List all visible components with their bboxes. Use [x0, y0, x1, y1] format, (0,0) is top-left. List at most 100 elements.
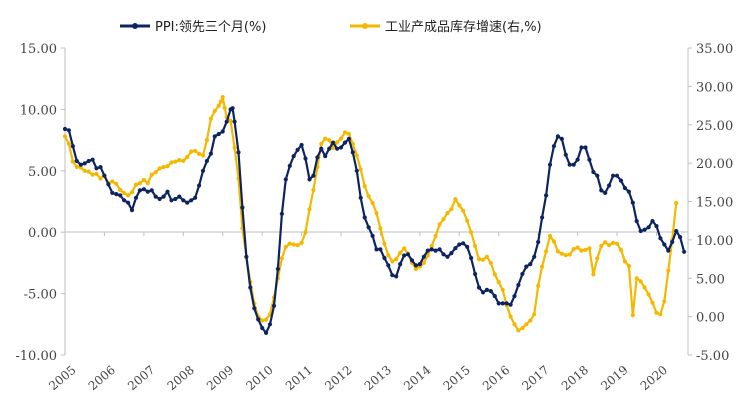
data-point-inventory: [607, 243, 612, 248]
right-tick-label: 30.00: [696, 80, 733, 95]
data-point-inventory: [599, 243, 604, 249]
data-point-inventory: [402, 246, 407, 251]
legend-item-ppi: PPI:领先三个月(%): [120, 20, 266, 35]
data-point-inventory: [66, 141, 71, 146]
right-tick-label: 0.00: [696, 311, 725, 326]
data-point-ppi: [599, 188, 604, 193]
data-point-inventory: [338, 136, 344, 141]
data-point-ppi: [323, 154, 328, 159]
data-point-ppi: [682, 249, 687, 254]
data-point-ppi: [551, 144, 557, 149]
data-point-inventory: [122, 191, 127, 196]
data-point-ppi: [603, 190, 608, 195]
data-point-ppi: [445, 254, 450, 259]
data-point-ppi: [626, 189, 632, 194]
axes: -10.00 -5.00 0.00 5.00 10.00 15.00 -5.00 0.00 5.…: [15, 42, 733, 393]
data-point-ppi: [429, 247, 434, 252]
x-tick-label: 2015: [441, 363, 473, 393]
data-point-inventory: [295, 243, 300, 248]
data-point-ppi: [512, 294, 517, 299]
data-point-ppi: [500, 301, 505, 306]
data-point-inventory: [437, 222, 442, 227]
data-point-inventory: [386, 253, 391, 258]
data-point-ppi: [181, 198, 186, 203]
data-point-ppi: [622, 185, 628, 191]
data-point-inventory: [634, 276, 639, 281]
data-point-ppi: [335, 146, 340, 151]
data-point-inventory: [476, 257, 482, 262]
data-point-ppi: [457, 242, 462, 247]
data-point-ppi: [153, 194, 158, 199]
data-point-ppi: [315, 155, 320, 160]
data-point-ppi: [189, 198, 194, 203]
data-point-inventory: [161, 164, 166, 170]
data-point-ppi: [126, 200, 131, 205]
data-point-ppi: [216, 131, 221, 137]
data-point-inventory: [457, 203, 462, 208]
data-point-inventory: [327, 138, 332, 143]
data-point-inventory: [311, 187, 316, 193]
data-point-inventory: [264, 317, 269, 322]
data-point-inventory: [98, 176, 103, 181]
data-point-ppi: [476, 285, 482, 290]
data-point-ppi: [587, 157, 592, 162]
data-point-ppi: [224, 119, 229, 124]
data-point-ppi: [571, 162, 576, 167]
data-point-inventory: [78, 165, 83, 170]
data-point-inventory: [197, 151, 202, 156]
data-point-inventory: [449, 207, 454, 212]
data-point-inventory: [169, 160, 174, 165]
data-point-inventory: [303, 230, 308, 235]
data-point-ppi: [508, 302, 513, 307]
series-line-ppi: [64, 107, 686, 334]
data-point-inventory: [181, 158, 186, 163]
data-point-inventory: [484, 254, 489, 259]
data-point-inventory: [90, 172, 95, 177]
data-point-ppi: [98, 165, 103, 170]
data-point-inventory: [618, 247, 624, 252]
data-point-ppi: [563, 152, 568, 157]
data-point-inventory: [662, 299, 667, 304]
data-point-inventory: [528, 318, 533, 323]
data-point-ppi: [220, 129, 225, 134]
data-point-inventory: [496, 280, 501, 285]
series-layer: [62, 95, 687, 335]
right-tick-label: 20.00: [696, 157, 733, 172]
data-point-inventory: [216, 103, 221, 108]
data-point-inventory: [445, 210, 450, 216]
data-point-ppi: [559, 136, 564, 141]
data-point-ppi: [212, 134, 217, 139]
data-point-ppi: [528, 262, 533, 267]
legend-item-inventory: 工业产成品库存增速(右,%): [350, 19, 542, 35]
data-point-ppi: [236, 150, 241, 155]
x-tick-label: 2010: [243, 363, 275, 393]
data-point-ppi: [240, 205, 245, 210]
data-point-inventory: [185, 154, 190, 160]
data-point-ppi: [469, 255, 474, 261]
data-point-inventory: [622, 259, 628, 264]
x-tick-label: 2005: [46, 363, 78, 393]
data-point-ppi: [520, 271, 525, 277]
data-point-inventory: [500, 287, 505, 292]
data-point-inventory: [222, 105, 227, 110]
data-point-ppi: [646, 225, 651, 230]
data-point-ppi: [295, 147, 300, 152]
data-point-inventory: [114, 181, 119, 186]
data-point-inventory: [551, 239, 557, 244]
data-point-ppi: [165, 189, 170, 194]
data-point-inventory: [469, 230, 474, 235]
data-point-inventory: [480, 257, 486, 262]
data-point-inventory: [346, 131, 351, 137]
data-point-inventory: [208, 116, 213, 121]
data-point-inventory: [335, 140, 340, 145]
data-point-inventory: [591, 272, 596, 277]
data-point-ppi: [579, 145, 584, 150]
data-point-inventory: [536, 283, 541, 288]
data-point-inventory: [579, 248, 584, 253]
data-point-inventory: [394, 257, 399, 262]
data-point-inventory: [173, 159, 178, 164]
data-point-ppi: [465, 244, 470, 249]
data-point-ppi: [283, 177, 288, 182]
data-point-ppi: [129, 208, 135, 213]
